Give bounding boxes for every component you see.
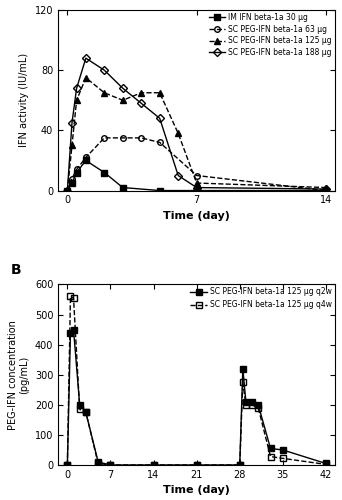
SC PEG-IFN beta-1a 125 μg q2w [250, 399, 254, 405]
SC PEG-IFN beta-1a 125 μg q4w [68, 294, 73, 300]
SC PEG-IFN beta-1a 63 μg [75, 166, 79, 172]
SC PEG-IFN beta-1a 125 μg q2w [281, 447, 285, 453]
SC PEG-IFN beta-1a 63 μg [195, 172, 199, 178]
SC PEG-IFN beta-1a 63 μg [324, 188, 328, 194]
Text: B: B [11, 263, 22, 277]
Line: SC PEG-IFN beta-1a 125 μg q4w: SC PEG-IFN beta-1a 125 μg q4w [65, 294, 329, 468]
SC PEG-IFN beta-1a 125 μg [70, 142, 74, 148]
Legend: IM IFN beta-1a 30 μg, SC PEG-IFN beta-1a 63 μg, SC PEG-IFN beta-1a 125 μg, SC PE: IM IFN beta-1a 30 μg, SC PEG-IFN beta-1a… [207, 12, 334, 58]
SC PEG-IFN beta-1a 125 μg [121, 98, 125, 103]
SC PEG-IFN beta-1a 125 μg q2w [238, 462, 242, 468]
SC PEG-IFN beta-1a 125 μg [139, 90, 143, 96]
Legend: SC PEG-IFN beta-1a 125 μg q2w, SC PEG-IFN beta-1a 125 μg q4w: SC PEG-IFN beta-1a 125 μg q2w, SC PEG-IF… [189, 286, 334, 311]
SC PEG-IFN beta-1a 188 μg [65, 188, 69, 194]
SC PEG-IFN beta-1a 63 μg [65, 188, 69, 194]
SC PEG-IFN beta-1a 125 μg q4w [241, 379, 245, 385]
IM IFN beta-1a 30 μg [102, 170, 106, 175]
SC PEG-IFN beta-1a 125 μg q4w [84, 410, 88, 416]
SC PEG-IFN beta-1a 125 μg q4w [281, 456, 285, 462]
IM IFN beta-1a 30 μg [158, 188, 162, 194]
SC PEG-IFN beta-1a 125 μg q2w [68, 330, 73, 336]
SC PEG-IFN beta-1a 188 μg [102, 67, 106, 73]
SC PEG-IFN beta-1a 125 μg q4w [244, 402, 248, 408]
SC PEG-IFN beta-1a 188 μg [324, 186, 328, 192]
Line: IM IFN beta-1a 30 μg: IM IFN beta-1a 30 μg [65, 158, 329, 194]
SC PEG-IFN beta-1a 125 μg q4w [256, 405, 260, 411]
SC PEG-IFN beta-1a 125 μg q2w [108, 462, 113, 468]
SC PEG-IFN beta-1a 125 μg q2w [78, 402, 82, 408]
SC PEG-IFN beta-1a 125 μg q2w [268, 446, 273, 452]
SC PEG-IFN beta-1a 188 μg [176, 172, 180, 178]
SC PEG-IFN beta-1a 125 μg q2w [241, 366, 245, 372]
SC PEG-IFN beta-1a 125 μg q2w [244, 399, 248, 405]
IM IFN beta-1a 30 μg [195, 188, 199, 194]
SC PEG-IFN beta-1a 125 μg q2w [195, 462, 199, 468]
SC PEG-IFN beta-1a 188 μg [139, 100, 143, 106]
SC PEG-IFN beta-1a 188 μg [84, 55, 88, 61]
Line: SC PEG-IFN beta-1a 125 μg q2w: SC PEG-IFN beta-1a 125 μg q2w [65, 327, 329, 468]
SC PEG-IFN beta-1a 188 μg [121, 85, 125, 91]
SC PEG-IFN beta-1a 125 μg [75, 98, 79, 103]
SC PEG-IFN beta-1a 125 μg [84, 74, 88, 80]
SC PEG-IFN beta-1a 63 μg [158, 140, 162, 145]
SC PEG-IFN beta-1a 125 μg q2w [256, 402, 260, 408]
SC PEG-IFN beta-1a 125 μg [158, 90, 162, 96]
SC PEG-IFN beta-1a 188 μg [75, 85, 79, 91]
SC PEG-IFN beta-1a 125 μg q2w [152, 462, 156, 468]
SC PEG-IFN beta-1a 125 μg q4w [152, 462, 156, 468]
IM IFN beta-1a 30 μg [75, 170, 79, 175]
SC PEG-IFN beta-1a 125 μg q4w [195, 462, 199, 468]
SC PEG-IFN beta-1a 125 μg q2w [71, 326, 76, 332]
SC PEG-IFN beta-1a 63 μg [70, 176, 74, 182]
SC PEG-IFN beta-1a 188 μg [195, 184, 199, 190]
SC PEG-IFN beta-1a 188 μg [158, 116, 162, 121]
IM IFN beta-1a 30 μg [70, 180, 74, 186]
Y-axis label: PEG-IFN concentration
(pg/mL): PEG-IFN concentration (pg/mL) [8, 320, 29, 430]
SC PEG-IFN beta-1a 125 μg q2w [84, 410, 88, 416]
Text: A: A [11, 0, 22, 3]
SC PEG-IFN beta-1a 63 μg [102, 135, 106, 141]
SC PEG-IFN beta-1a 125 μg q4w [78, 406, 82, 412]
SC PEG-IFN beta-1a 125 μg q4w [250, 402, 254, 408]
X-axis label: Time (day): Time (day) [163, 211, 230, 221]
IM IFN beta-1a 30 μg [84, 158, 88, 164]
SC PEG-IFN beta-1a 125 μg [195, 180, 199, 186]
SC PEG-IFN beta-1a 125 μg [176, 130, 180, 136]
SC PEG-IFN beta-1a 63 μg [121, 135, 125, 141]
IM IFN beta-1a 30 μg [324, 188, 328, 194]
SC PEG-IFN beta-1a 125 μg q4w [324, 462, 328, 468]
SC PEG-IFN beta-1a 125 μg q4w [65, 462, 69, 468]
SC PEG-IFN beta-1a 125 μg [324, 184, 328, 190]
Line: SC PEG-IFN beta-1a 63 μg: SC PEG-IFN beta-1a 63 μg [65, 135, 329, 194]
SC PEG-IFN beta-1a 125 μg [102, 90, 106, 96]
SC PEG-IFN beta-1a 125 μg q4w [268, 454, 273, 460]
SC PEG-IFN beta-1a 125 μg q2w [65, 462, 69, 468]
Y-axis label: IFN activity (IU/mL): IFN activity (IU/mL) [19, 53, 29, 148]
IM IFN beta-1a 30 μg [121, 184, 125, 190]
SC PEG-IFN beta-1a 63 μg [84, 154, 88, 160]
SC PEG-IFN beta-1a 188 μg [70, 120, 74, 126]
Line: SC PEG-IFN beta-1a 125 μg: SC PEG-IFN beta-1a 125 μg [65, 75, 329, 194]
SC PEG-IFN beta-1a 63 μg [139, 135, 143, 141]
IM IFN beta-1a 30 μg [65, 188, 69, 194]
SC PEG-IFN beta-1a 125 μg q4w [238, 462, 242, 468]
X-axis label: Time (day): Time (day) [163, 486, 230, 496]
SC PEG-IFN beta-1a 125 μg q2w [96, 459, 100, 465]
SC PEG-IFN beta-1a 125 μg q2w [324, 460, 328, 466]
SC PEG-IFN beta-1a 125 μg q4w [108, 462, 113, 468]
Line: SC PEG-IFN beta-1a 188 μg: SC PEG-IFN beta-1a 188 μg [65, 56, 329, 194]
SC PEG-IFN beta-1a 125 μg q4w [71, 295, 76, 301]
SC PEG-IFN beta-1a 125 μg [65, 188, 69, 194]
SC PEG-IFN beta-1a 125 μg q4w [96, 460, 100, 466]
